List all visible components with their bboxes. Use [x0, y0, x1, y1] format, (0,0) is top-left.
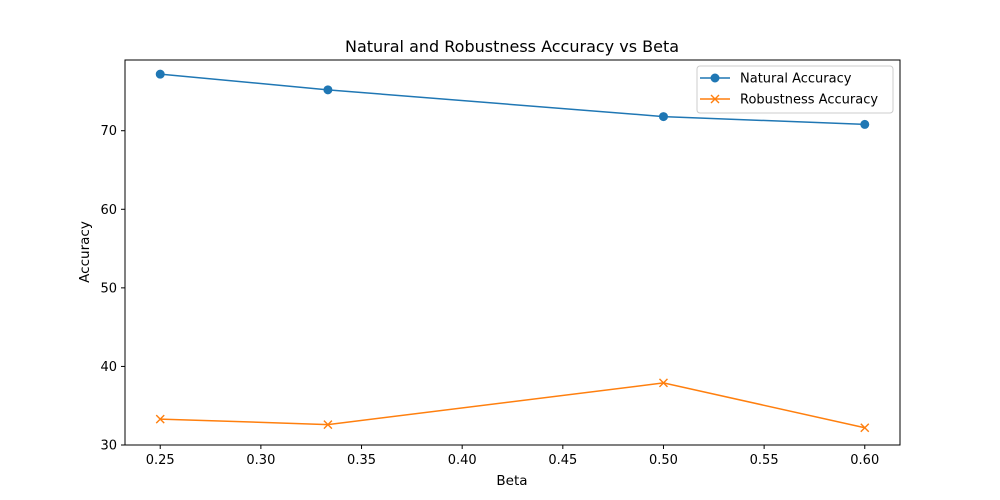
series-line-natural-accuracy [160, 73, 865, 126]
data-point-robustness-accuracy [658, 378, 668, 388]
data-point-natural-accuracy [860, 119, 870, 129]
y-tick-label: 50 [100, 281, 117, 296]
data-point-robustness-accuracy [155, 414, 165, 424]
legend-marker-robustness-accuracy [710, 94, 720, 104]
data-point-natural-accuracy [658, 112, 668, 122]
legend-label-robustness-accuracy: Robustness Accuracy [740, 93, 878, 108]
y-tick-label: 40 [100, 360, 117, 375]
chart-title: Natural and Robustness Accuracy vs Beta [345, 37, 679, 56]
x-axis-label: Beta [496, 473, 527, 489]
x-tick-label: 0.45 [548, 453, 577, 468]
legend-item-natural-accuracy: Natural Accuracy [700, 72, 852, 87]
x-tick-label: 0.50 [649, 453, 678, 468]
data-point-natural-accuracy [155, 69, 165, 79]
x-tick-label: 0.55 [750, 453, 779, 468]
legend-marker-natural-accuracy [710, 73, 720, 83]
y-tick-label: 70 [100, 124, 117, 139]
legend: Natural Accuracy Robustness Accuracy [696, 65, 894, 114]
x-axis-ticks: 0.25 0.30 0.35 0.40 0.45 0.50 0.55 0.60 [146, 445, 879, 468]
x-tick-label: 0.60 [850, 453, 879, 468]
plot-frame [124, 59, 901, 446]
series-natural-accuracy [155, 69, 870, 129]
x-tick-label: 0.30 [246, 453, 275, 468]
y-tick-label: 60 [100, 203, 117, 218]
data-point-natural-accuracy [323, 85, 333, 95]
x-tick-label: 0.25 [146, 453, 175, 468]
x-tick-label: 0.35 [347, 453, 376, 468]
y-axis-ticks: 30 40 50 60 70 [100, 124, 125, 454]
legend-label-natural-accuracy: Natural Accuracy [740, 72, 852, 87]
data-point-robustness-accuracy [323, 420, 333, 430]
legend-box [696, 65, 894, 114]
data-point-robustness-accuracy [860, 423, 870, 433]
y-axis-label: Accuracy [77, 221, 93, 283]
x-tick-label: 0.40 [448, 453, 477, 468]
series-robustness-accuracy [155, 378, 870, 433]
y-tick-label: 30 [100, 439, 117, 454]
series-layer [155, 69, 870, 433]
legend-item-robustness-accuracy: Robustness Accuracy [700, 93, 878, 108]
series-line-robustness-accuracy [160, 382, 865, 429]
